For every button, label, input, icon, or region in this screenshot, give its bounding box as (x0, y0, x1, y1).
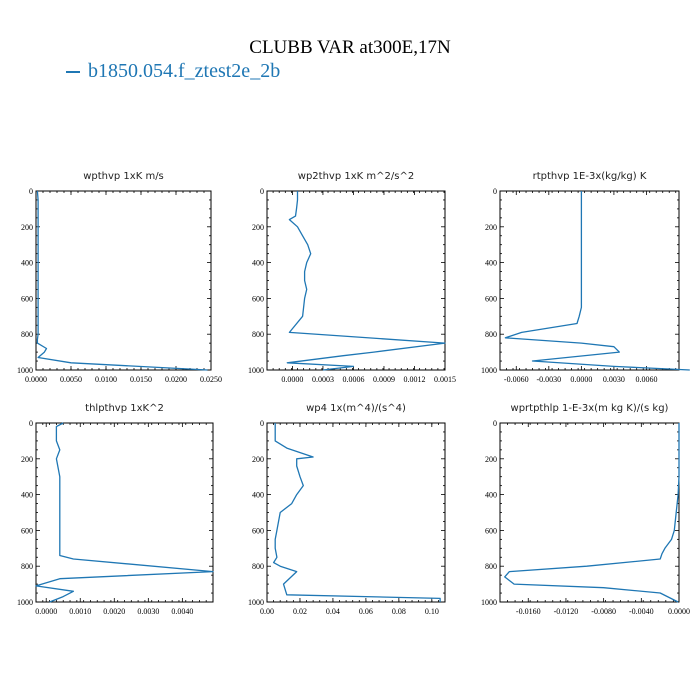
y-tick-label: 200 (21, 223, 33, 232)
x-tick-label: 0.0030 (137, 607, 159, 616)
y-tick-label: 1000 (248, 366, 264, 375)
y-tick-label: 800 (21, 562, 33, 571)
x-tick-label: 0.0020 (103, 607, 125, 616)
y-tick-label: 200 (252, 455, 264, 464)
y-tick-label: 1000 (17, 366, 33, 375)
panel-title: wp2thvp 1xK m^2/s^2 (298, 171, 414, 182)
y-tick-label: 0 (260, 187, 264, 196)
x-tick-label: 0.0003 (312, 375, 334, 384)
y-tick-label: 600 (21, 294, 33, 303)
y-tick-label: 600 (485, 294, 497, 303)
y-tick-label: 800 (485, 562, 497, 571)
panel-frame (499, 190, 680, 371)
legend-line-icon (66, 71, 80, 74)
panel-title: wp4 1x(m^4)/(s^4) (306, 403, 406, 414)
x-tick-label: 0.0012 (403, 375, 425, 384)
y-tick-label: 400 (252, 259, 264, 268)
y-tick-label: 0 (29, 419, 33, 428)
x-tick-label: 0.00 (260, 607, 274, 616)
y-tick-label: 600 (485, 526, 497, 535)
y-tick-label: 1000 (248, 598, 264, 607)
x-tick-label: 0.0015 (434, 375, 456, 384)
x-tick-label: 0.02 (293, 607, 307, 616)
panel-frame (35, 190, 212, 371)
x-tick-label: 0.0100 (95, 375, 117, 384)
x-tick-label: 0.0000 (668, 607, 690, 616)
series-line (36, 190, 208, 371)
x-tick-label: 0.0030 (603, 375, 625, 384)
x-tick-label: -0.0040 (629, 607, 654, 616)
series-line (286, 191, 446, 371)
series-line (504, 191, 690, 371)
x-tick-label: 0.0009 (373, 375, 395, 384)
x-tick-label: 0.04 (326, 607, 340, 616)
y-tick-label: 200 (21, 455, 33, 464)
panel-title: thlpthvp 1xK^2 (85, 403, 164, 414)
y-tick-label: 800 (485, 330, 497, 339)
x-tick-label: 0.0250 (200, 375, 222, 384)
x-tick-label: 0.0150 (130, 375, 152, 384)
series-line (504, 423, 680, 603)
y-tick-label: 800 (252, 562, 264, 571)
y-tick-label: 600 (252, 294, 264, 303)
y-tick-label: 400 (485, 259, 497, 268)
x-tick-label: -0.0160 (516, 607, 541, 616)
y-tick-label: 1000 (481, 366, 497, 375)
page-title: CLUBB VAR at300E,17N (249, 37, 451, 58)
series-line (35, 422, 214, 603)
y-tick-label: 0 (29, 187, 33, 196)
y-tick-label: 400 (21, 491, 33, 500)
x-tick-label: 0.0000 (25, 375, 47, 384)
y-tick-label: 0 (493, 187, 497, 196)
y-tick-label: 800 (21, 330, 33, 339)
x-tick-label: 0.06 (359, 607, 373, 616)
x-tick-label: 0.0000 (281, 375, 303, 384)
legend-label: b1850.054.f_ztest2e_2b (88, 60, 281, 82)
y-tick-label: 600 (21, 526, 33, 535)
y-tick-label: 200 (485, 223, 497, 232)
y-tick-label: 200 (485, 455, 497, 464)
panel-title: wpthvp 1xK m/s (83, 171, 164, 182)
panel-title: wprtpthlp 1-E-3x(m kg K)/(s kg) (511, 403, 669, 414)
y-tick-label: 200 (252, 223, 264, 232)
x-tick-label: 0.08 (392, 607, 406, 616)
y-tick-label: 600 (252, 526, 264, 535)
y-tick-label: 400 (21, 259, 33, 268)
series-line (272, 423, 441, 602)
y-tick-label: 400 (485, 491, 497, 500)
x-tick-label: 0.0200 (165, 375, 187, 384)
x-tick-label: 0.0050 (60, 375, 82, 384)
y-tick-label: 1000 (17, 598, 33, 607)
panel-frame (499, 422, 680, 603)
x-tick-label: 0.0000 (570, 375, 592, 384)
y-tick-label: 1000 (481, 598, 497, 607)
x-tick-label: 0.0040 (171, 607, 193, 616)
x-tick-label: -0.0120 (554, 607, 579, 616)
x-tick-label: 0.0010 (69, 607, 91, 616)
x-tick-label: -0.0080 (591, 607, 616, 616)
x-tick-label: -0.0060 (504, 375, 529, 384)
x-tick-label: 0.0060 (635, 375, 657, 384)
x-tick-label: 0.10 (425, 607, 439, 616)
y-tick-label: 0 (260, 419, 264, 428)
legend: b1850.054.f_ztest2e_2b (66, 60, 280, 83)
y-tick-label: 800 (252, 330, 264, 339)
y-tick-label: 400 (252, 491, 264, 500)
x-tick-label: 0.0000 (35, 607, 57, 616)
y-tick-label: 0 (493, 419, 497, 428)
x-tick-label: 0.0006 (342, 375, 364, 384)
x-tick-label: -0.0030 (536, 375, 561, 384)
panel-title: rtpthvp 1E-3x(kg/kg) K (533, 171, 647, 182)
